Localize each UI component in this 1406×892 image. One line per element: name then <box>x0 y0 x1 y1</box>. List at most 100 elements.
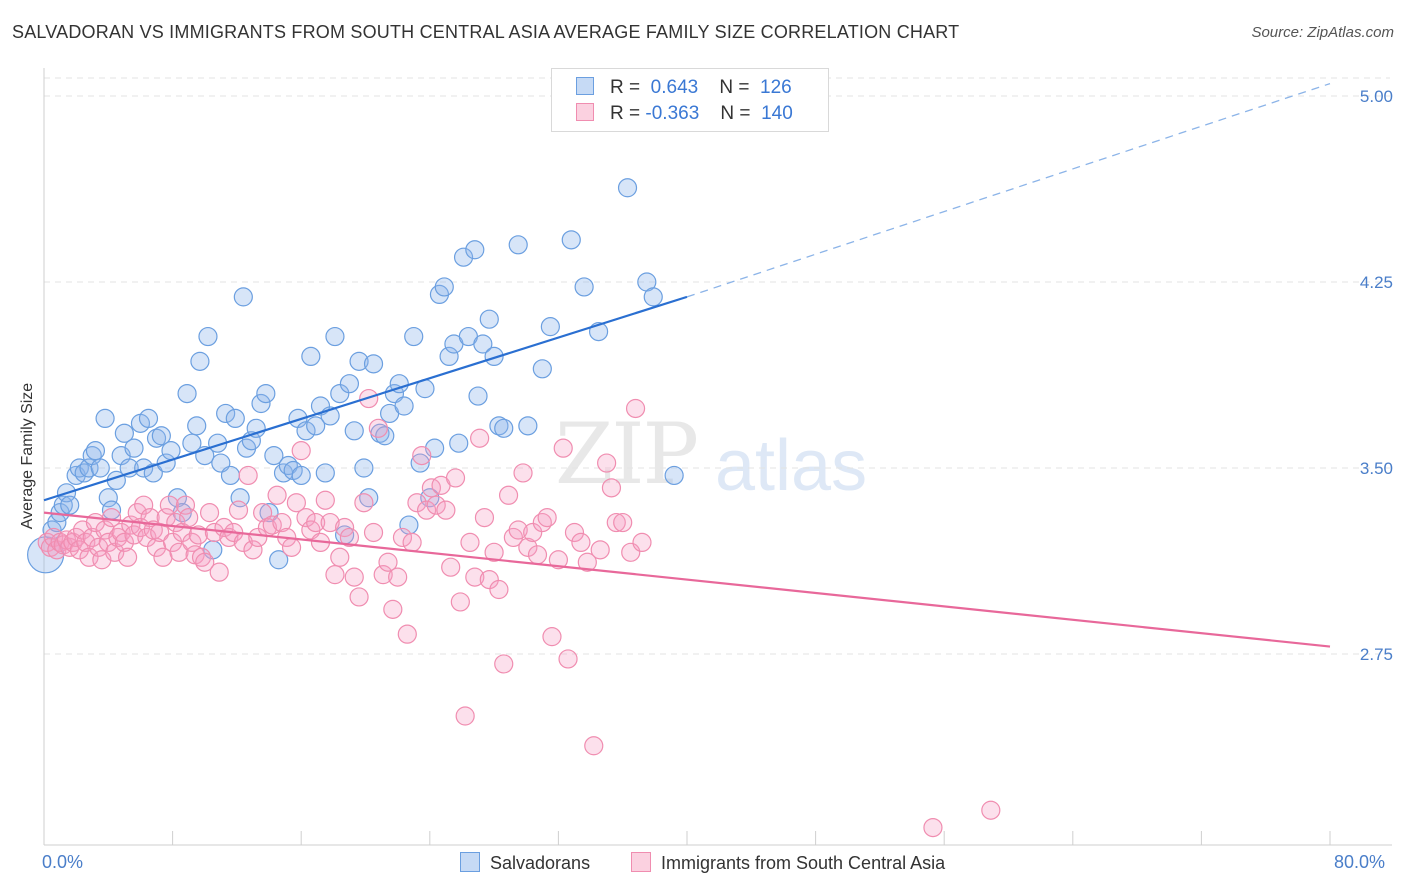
south-central-asia-point <box>450 592 470 612</box>
south-central-asia-point <box>134 495 154 515</box>
south-central-asia-point <box>175 495 196 515</box>
salvadorans-trend-extension <box>686 82 1331 298</box>
salvadoran-point <box>643 287 663 307</box>
salvadoran-point <box>325 326 345 347</box>
legend-label: Salvadorans <box>490 853 591 873</box>
south-central-asia-point <box>354 493 374 513</box>
y-tick-label: 3.50 <box>1360 459 1393 478</box>
south-central-asia-point <box>156 507 176 528</box>
bottom-legend-salvadorans: Salvadorans <box>460 852 590 874</box>
south-central-asia-point <box>163 532 183 553</box>
south-central-asia-point <box>272 512 292 533</box>
salvadoran-point <box>269 550 289 570</box>
salvadoran-point <box>449 433 469 453</box>
south-central-asia-trend-line <box>43 511 1331 648</box>
south-central-asia-point <box>76 532 96 553</box>
south-central-asia-point <box>238 465 258 486</box>
salvadoran-point <box>315 463 335 483</box>
salvadoran-point <box>306 416 326 436</box>
south-central-asia-point <box>397 624 417 644</box>
y-tick-label: 4.25 <box>1360 273 1393 292</box>
south-central-asia-point <box>426 495 446 515</box>
r-label: R = <box>610 77 641 98</box>
south-central-asia-point <box>601 478 622 498</box>
salvadoran-point <box>349 351 369 371</box>
n-label: N = <box>720 103 751 124</box>
salvadoran-point <box>198 326 218 347</box>
south-central-asia-point <box>537 507 557 528</box>
south-central-asia-point <box>291 441 311 461</box>
salvadoran-point <box>468 386 488 406</box>
south-central-asia-point <box>606 512 626 533</box>
salvadoran-point <box>216 403 236 424</box>
south-central-asia-point <box>494 654 514 674</box>
south-central-asia-point <box>590 540 610 560</box>
south-central-asia-point <box>368 418 388 438</box>
source-label: Source: ZipAtlas.com <box>1251 24 1394 41</box>
south-central-asia-point <box>460 532 480 553</box>
south-central-asia-point <box>542 627 562 647</box>
south-central-asia-point <box>248 527 268 548</box>
n-value: 140 <box>761 103 793 124</box>
south-central-asia-point <box>114 532 134 553</box>
r-value: -0.363 <box>645 103 700 124</box>
south-central-asia-point <box>407 493 427 513</box>
south-central-asia-point <box>465 567 485 587</box>
bottom-legend-south-central-asia: Immigrants from South Central Asia <box>631 852 945 874</box>
south-central-asia-point <box>625 398 646 419</box>
salvadoran-point <box>561 230 581 250</box>
south-central-asia-point <box>584 736 604 756</box>
chart-title: SALVADORAN VS IMMIGRANTS FROM SOUTH CENT… <box>12 22 960 42</box>
x-tick-label-right: 80.0% <box>1334 852 1386 872</box>
salvadoran-point <box>664 465 684 486</box>
salvadoran-point <box>473 334 493 354</box>
y-tick-label: 5.00 <box>1360 87 1393 106</box>
south-central-asia-point <box>383 599 403 619</box>
x-tick-label-left: 0.0% <box>42 852 84 872</box>
salvadoran-point <box>98 488 118 508</box>
south-central-asia-point <box>140 507 160 528</box>
south-central-asia-point <box>412 446 432 466</box>
south-central-asia-point <box>527 545 548 565</box>
salvadoran-point <box>617 178 638 198</box>
salvadoran-point <box>167 488 188 508</box>
salvadoran-point <box>124 438 144 458</box>
south-central-asia-point <box>489 579 509 600</box>
n-value: 126 <box>760 77 792 98</box>
south-central-asia-point <box>548 550 569 570</box>
south-central-asia-point <box>320 512 340 533</box>
pink-swatch-icon <box>631 852 651 872</box>
south-central-asia-point <box>632 532 652 553</box>
south-central-asia-point <box>923 817 943 838</box>
gridlines <box>44 77 1390 655</box>
axes <box>43 68 1392 846</box>
south-central-asia-point <box>228 500 249 520</box>
salvadoran-point <box>518 416 538 436</box>
south-central-asia-point <box>558 649 578 669</box>
south-central-asia-point <box>981 800 1001 820</box>
salvadoran-point <box>190 351 210 371</box>
south-central-asia-points <box>37 388 1001 838</box>
salvadoran-point <box>177 384 197 404</box>
south-central-asia-point <box>137 527 157 548</box>
watermark-zip: ZIP <box>555 405 699 503</box>
salvadoran-point <box>375 426 395 446</box>
south-central-asia-point <box>339 527 360 548</box>
salvadoran-point <box>143 463 163 483</box>
south-central-asia-point <box>204 522 224 543</box>
south-central-asia-point <box>182 532 202 553</box>
south-central-asia-point <box>445 468 466 488</box>
salvadoran-point <box>95 408 115 428</box>
salvadoran-point <box>420 488 440 508</box>
south-central-asia-point <box>243 540 263 560</box>
salvadoran-point <box>508 235 528 255</box>
south-central-asia-point <box>98 532 118 553</box>
y-tick-label: 2.75 <box>1360 645 1393 664</box>
legend-label: Immigrants from South Central Asia <box>661 853 946 873</box>
south-central-asia-point <box>105 542 125 562</box>
south-central-asia-point <box>281 537 302 557</box>
salvadoran-point <box>251 393 271 414</box>
south-central-asia-point <box>159 495 179 515</box>
south-central-asia-point <box>523 522 543 543</box>
salvadoran-point <box>301 346 321 366</box>
